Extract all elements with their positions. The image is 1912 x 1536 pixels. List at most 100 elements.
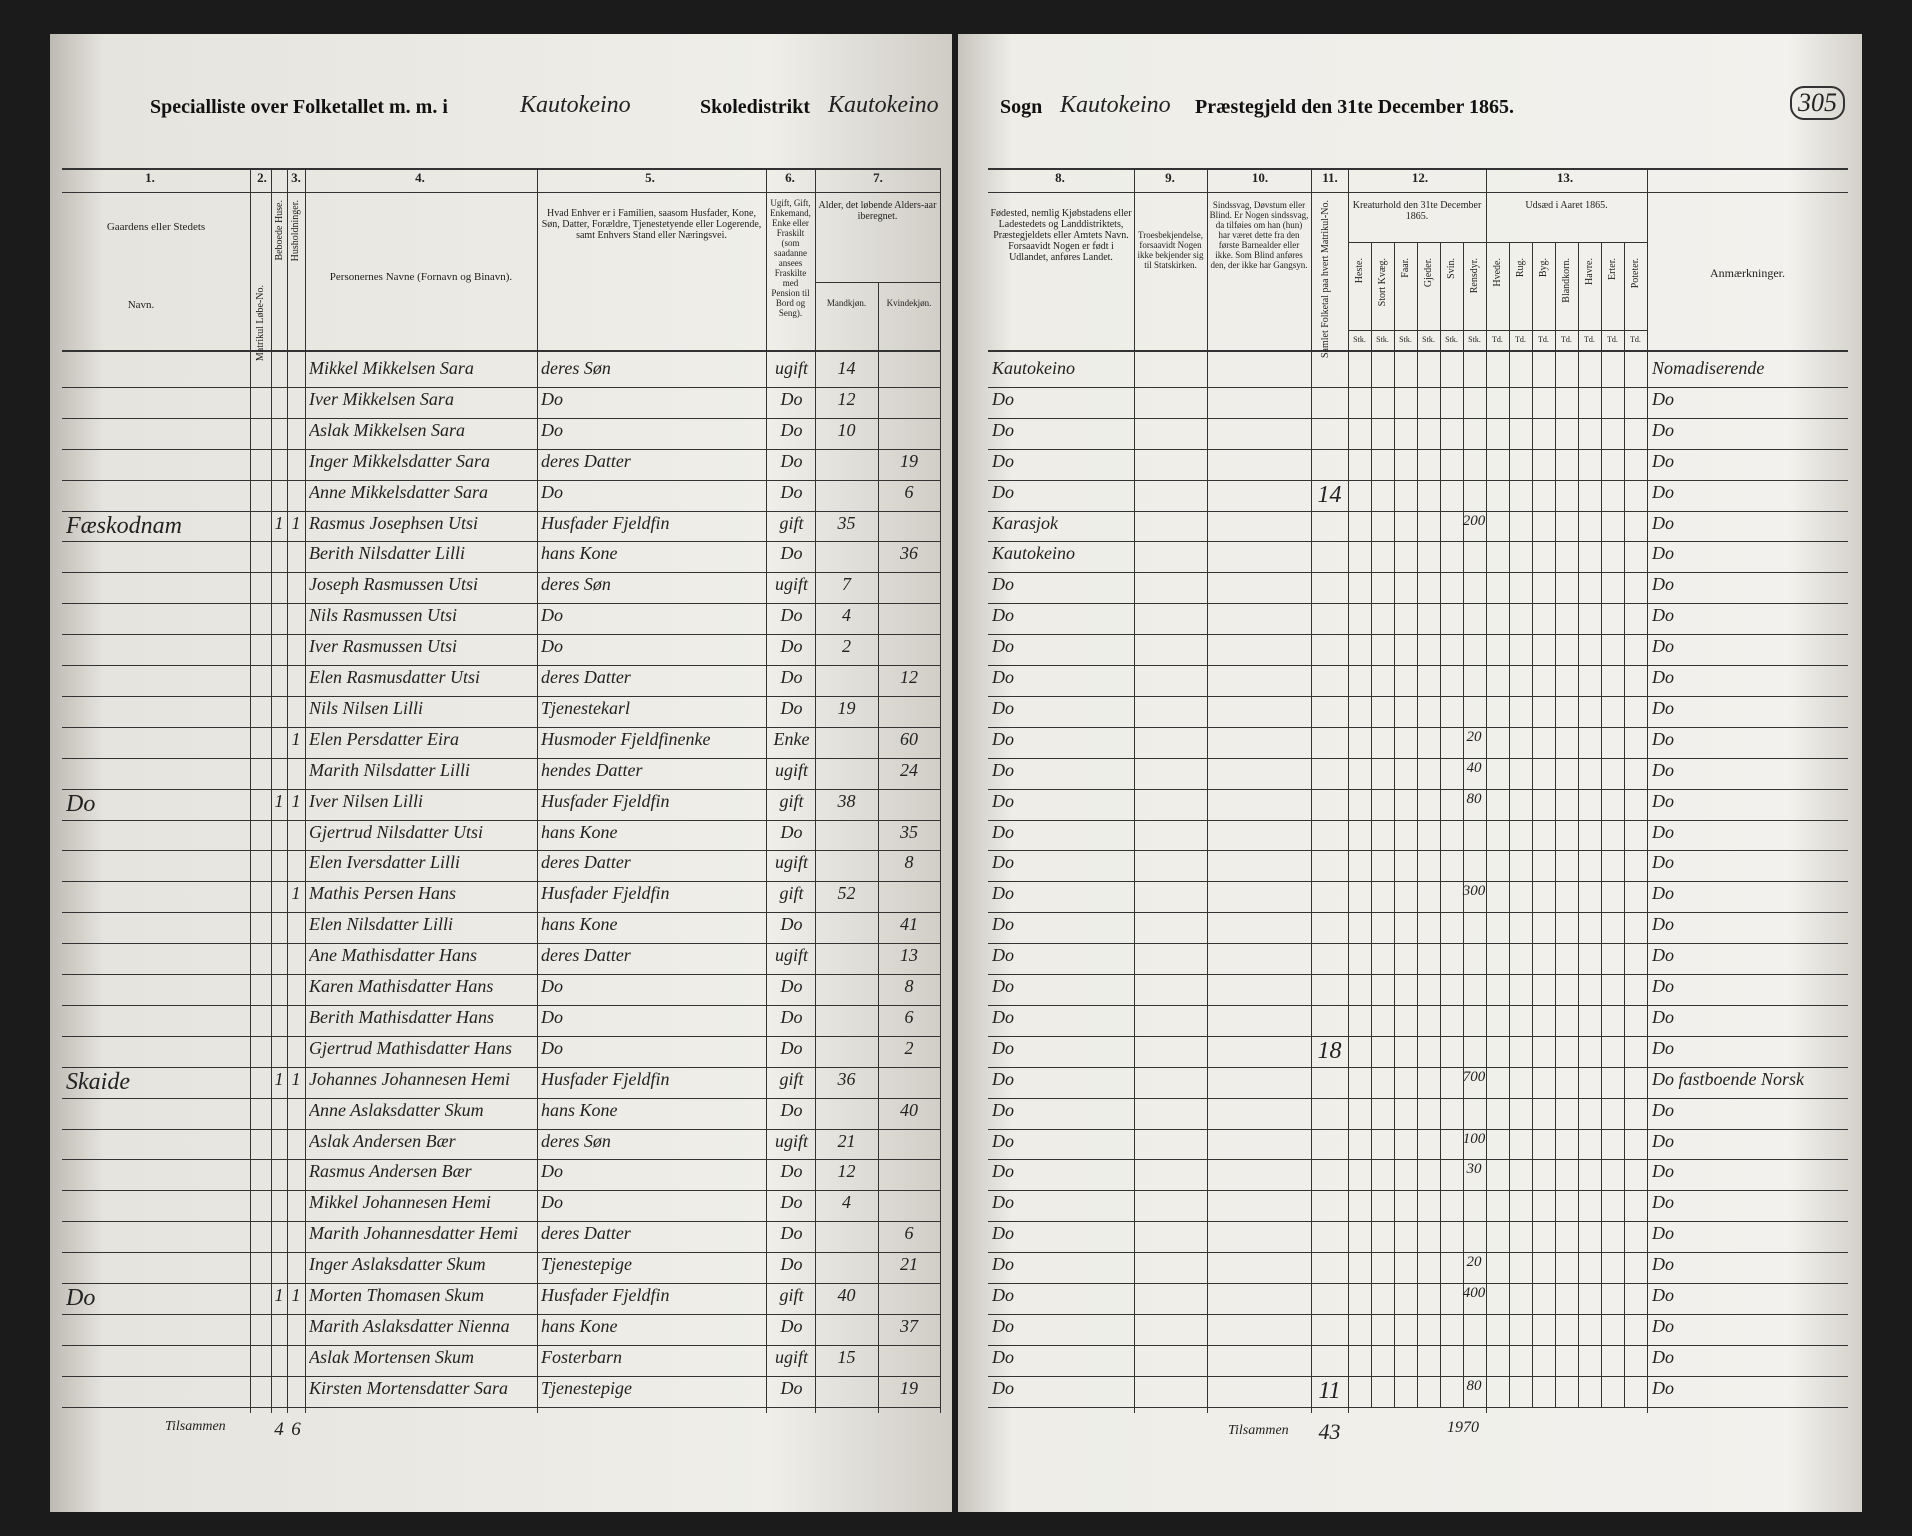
rule-line (878, 282, 879, 1413)
role: hans Kone (541, 543, 618, 564)
rule-line (62, 417, 940, 419)
column-number: 1. (145, 170, 155, 185)
rule-line (62, 1344, 940, 1346)
birthplace: Do (992, 852, 1014, 873)
status: gift (779, 883, 804, 904)
column-header: Beboede Huse. (274, 200, 285, 261)
age-m: 15 (837, 1346, 856, 1367)
total-value: 4 (274, 1418, 284, 1440)
age-f: 2 (904, 1037, 914, 1058)
rule-line (988, 1313, 1848, 1315)
rule-line (988, 1252, 1848, 1254)
rule-line (766, 168, 767, 1413)
column-header: Personernes Navne (Fornavn og Binavn). (329, 271, 513, 283)
status: Do (780, 543, 803, 564)
rule-line (988, 1004, 1848, 1006)
status: Do (780, 388, 803, 409)
age-m: 2 (842, 636, 851, 657)
households: 1 (291, 512, 301, 533)
role: deres Søn (541, 1130, 611, 1151)
status: Do (780, 636, 803, 657)
age-f: 6 (904, 1223, 914, 1244)
remarks: Do (1652, 728, 1674, 749)
birthplace: Do (992, 1192, 1014, 1213)
status: Do (780, 1315, 803, 1336)
rule-line (988, 1406, 1848, 1408)
houses: 1 (274, 790, 284, 811)
rule-line (62, 1035, 940, 1037)
birthplace: Do (992, 1346, 1014, 1367)
right-page (958, 34, 1862, 1512)
rule-line (988, 386, 1848, 388)
birthplace: Do (992, 1130, 1014, 1151)
remarks: Do (1652, 759, 1674, 780)
farm: Do (66, 790, 96, 817)
status: ugift (774, 945, 808, 966)
role: hans Kone (541, 914, 618, 935)
column-number: 7. (873, 170, 883, 185)
role: Do (541, 419, 563, 440)
page-number: 305 (1790, 86, 1845, 120)
reindeer: 700 (1462, 1068, 1486, 1085)
role: deres Søn (541, 574, 611, 595)
rule-line (815, 282, 940, 283)
remarks: Do (1652, 1192, 1674, 1213)
remarks: Do (1652, 1285, 1674, 1305)
status: Do (780, 605, 803, 626)
column-header: Udsæd i Aaret 1865. (1525, 200, 1608, 211)
remarks: Do (1652, 1315, 1674, 1336)
rule-line (1394, 242, 1395, 1407)
column-header: Mandkjøn. (826, 298, 867, 308)
farm: Skaide (66, 1068, 130, 1095)
status: gift (779, 512, 804, 533)
rule-line (988, 726, 1848, 728)
households: 1 (291, 790, 301, 811)
column-header: Svin. (1446, 258, 1457, 279)
age-f: 36 (900, 543, 918, 564)
households: 1 (291, 1068, 301, 1089)
rule-line (62, 192, 940, 193)
remarks: Do (1652, 914, 1674, 935)
rule-line (1647, 168, 1648, 1413)
birthplace: Do (992, 1161, 1014, 1182)
role: Tjenestepige (541, 1377, 632, 1398)
remarks: Do (1652, 976, 1674, 996)
column-header: Alder, det løbende Alders-aar iberegnet. (818, 200, 937, 222)
column-header: Troesbekjendelse, forsaavidt Nogen ikke … (1137, 230, 1204, 270)
rule-line (988, 1066, 1848, 1068)
remarks: Do (1652, 481, 1674, 502)
rule-line (62, 726, 940, 728)
rule-line (988, 850, 1848, 852)
rule-line (988, 819, 1848, 821)
age-m: 52 (837, 883, 856, 904)
age-f: 13 (900, 945, 918, 966)
reindeer: 30 (1466, 1161, 1482, 1178)
rule-line (62, 850, 940, 852)
column-number: 12. (1411, 170, 1429, 185)
column-number: 6. (785, 170, 795, 185)
rule-line (62, 1159, 940, 1161)
rule-line (1578, 242, 1579, 1407)
status: Do (780, 1006, 803, 1027)
role: deres Datter (541, 450, 631, 471)
age-f: 41 (900, 914, 918, 935)
status: Do (780, 481, 803, 502)
age-f: 40 (900, 1099, 918, 1120)
column-header: Hvede. (1492, 258, 1503, 287)
status: gift (779, 790, 804, 811)
rule-line (988, 603, 1848, 605)
column-header: Stort Kvæg. (1377, 258, 1388, 307)
column-header: Havre. (1584, 258, 1595, 285)
name: Nils Nilsen Lilli (309, 697, 424, 718)
birthplace: Do (992, 1006, 1014, 1027)
column-header: Fødested, nemlig Kjøbstadens eller Lades… (990, 208, 1132, 263)
column-number: 3. (291, 170, 301, 185)
name: Marith Johannesdatter Hemi (309, 1223, 518, 1244)
rule-line (988, 541, 1848, 543)
status: Do (780, 1192, 803, 1213)
name: Iver Mikkelsen Sara (309, 388, 454, 409)
name: Aslak Mikkelsen Sara (309, 419, 465, 440)
rule-line (988, 1344, 1848, 1346)
remarks: Do (1652, 388, 1674, 409)
column-number: 13. (1556, 170, 1574, 185)
